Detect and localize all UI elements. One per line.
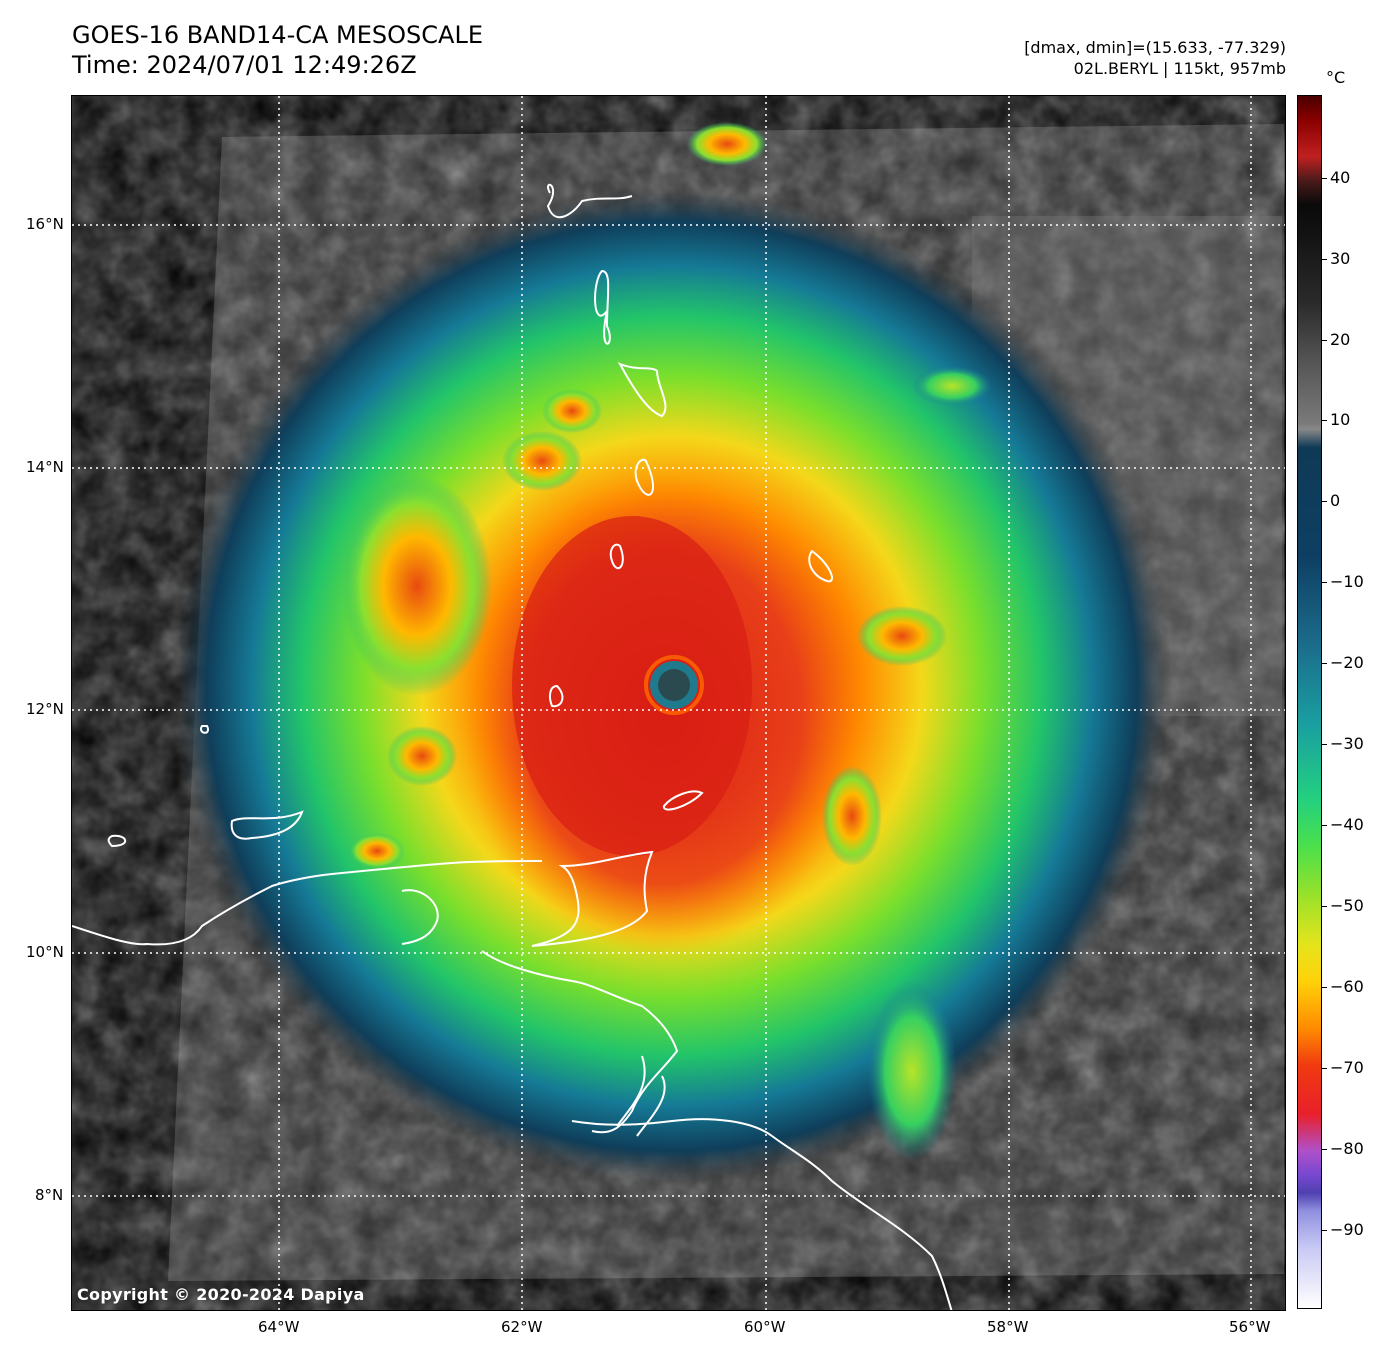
colorbar-tick [1322,1068,1327,1069]
colorbar-label: 30 [1330,249,1351,268]
colorbar-label: −10 [1330,572,1364,591]
dmax-dmin-readout: [dmax, dmin]=(15.633, -77.329) [1024,38,1286,57]
lat-label-10n: 10°N [26,943,64,961]
coastlines [72,183,953,1310]
colorbar-label: −30 [1330,734,1364,753]
colorbar-tick [1322,259,1327,260]
colorbar-label: 20 [1330,330,1351,349]
colorbar [1297,95,1322,1309]
colorbar-tick [1322,744,1327,745]
colorbar-tick [1322,582,1327,583]
colorbar-tick [1322,178,1327,179]
colorbar-tick [1322,906,1327,907]
storm-info: [dmax, dmin]=(15.633, -77.329) 02L.BERYL… [1024,37,1286,79]
colorbar-label: 10 [1330,410,1351,429]
colorbar-unit: °C [1326,68,1346,87]
lon-label-64w: 64°W [258,1318,300,1336]
lat-label-16n: 16°N [26,215,64,233]
lat-label-12n: 12°N [26,700,64,718]
colorbar-tick [1322,501,1327,502]
colorbar-label: −60 [1330,977,1364,996]
copyright-notice: Copyright © 2020-2024 Dapiya [77,1285,365,1304]
colorbar-label: 0 [1330,491,1341,510]
title-time: Time: 2024/07/01 12:49:26Z [72,51,417,79]
colorbar-tick [1322,1149,1327,1150]
lat-label-8n: 8°N [35,1186,64,1204]
colorbar-tick [1322,987,1327,988]
colorbar-tick [1322,340,1327,341]
lon-label-58w: 58°W [987,1318,1029,1336]
colorbar-tick [1322,663,1327,664]
storm-intensity: 02L.BERYL | 115kt, 957mb [1073,59,1286,78]
lat-label-14n: 14°N [26,458,64,476]
colorbar-label: −50 [1330,896,1364,915]
lon-label-56w: 56°W [1229,1318,1271,1336]
lon-label-62w: 62°W [501,1318,543,1336]
colorbar-tick [1322,825,1327,826]
graticule [72,96,1285,1310]
chart-title: GOES-16 BAND14-CA MESOSCALE Time: 2024/0… [72,20,483,80]
satellite-imagery [72,96,1285,1310]
title-product: GOES-16 BAND14-CA MESOSCALE [72,21,483,49]
colorbar-tick [1322,1230,1327,1231]
colorbar-tick [1322,420,1327,421]
colorbar-label: −20 [1330,653,1364,672]
colorbar-label: −80 [1330,1139,1364,1158]
colorbar-label: −90 [1330,1220,1364,1239]
colorbar-label: 40 [1330,168,1351,187]
colorbar-label: −70 [1330,1058,1364,1077]
satellite-map [71,95,1286,1311]
lon-label-60w: 60°W [744,1318,786,1336]
colorbar-label: −40 [1330,815,1364,834]
